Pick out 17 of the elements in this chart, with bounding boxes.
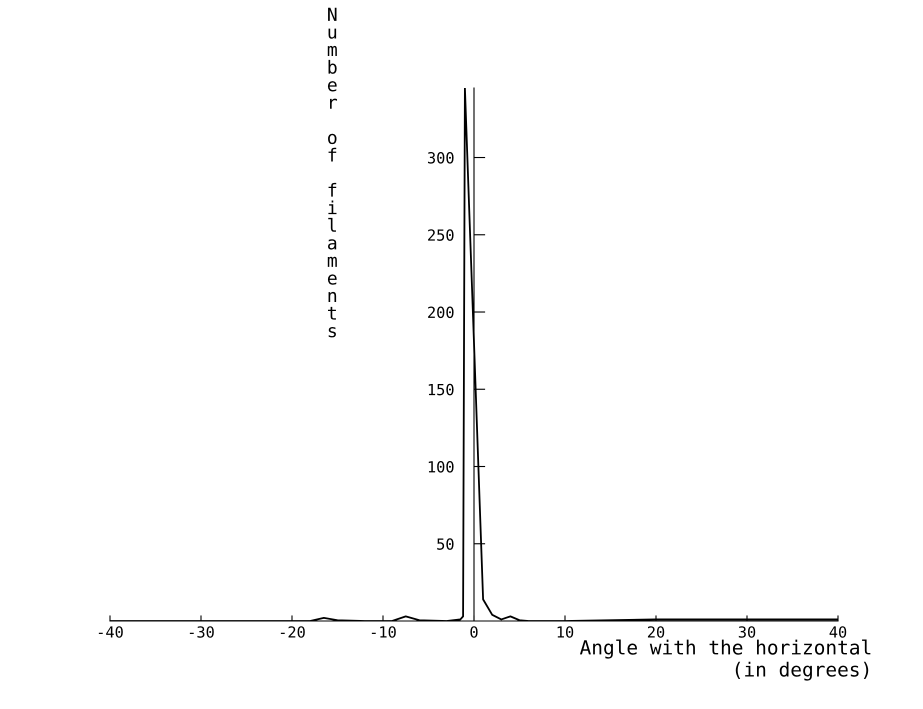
x-tick-label: 30 — [738, 626, 756, 638]
x-tick-label: -10 — [372, 626, 396, 638]
x-tick-label: 10 — [558, 626, 574, 638]
x-tick-label: 0 — [470, 626, 478, 638]
x-tick-label: -30 — [190, 626, 214, 638]
x-tick-label: 20 — [648, 626, 664, 638]
y-tick-label: 50 — [437, 538, 454, 550]
y-tick-label: 100 — [428, 461, 454, 473]
x-tick-label: -20 — [280, 626, 305, 638]
y-tick-label: 250 — [428, 229, 454, 241]
x-tick-label: 40 — [830, 626, 846, 638]
y-tick-label: 300 — [428, 152, 454, 164]
x-axis-title: Angle with the horizontal (in degrees) — [580, 640, 870, 681]
y-tick-label: 150 — [428, 384, 454, 396]
text: Number of filaments — [328, 8, 338, 338]
x-tick-label: -40 — [98, 626, 123, 638]
y-tick-label: 200 — [428, 306, 454, 318]
